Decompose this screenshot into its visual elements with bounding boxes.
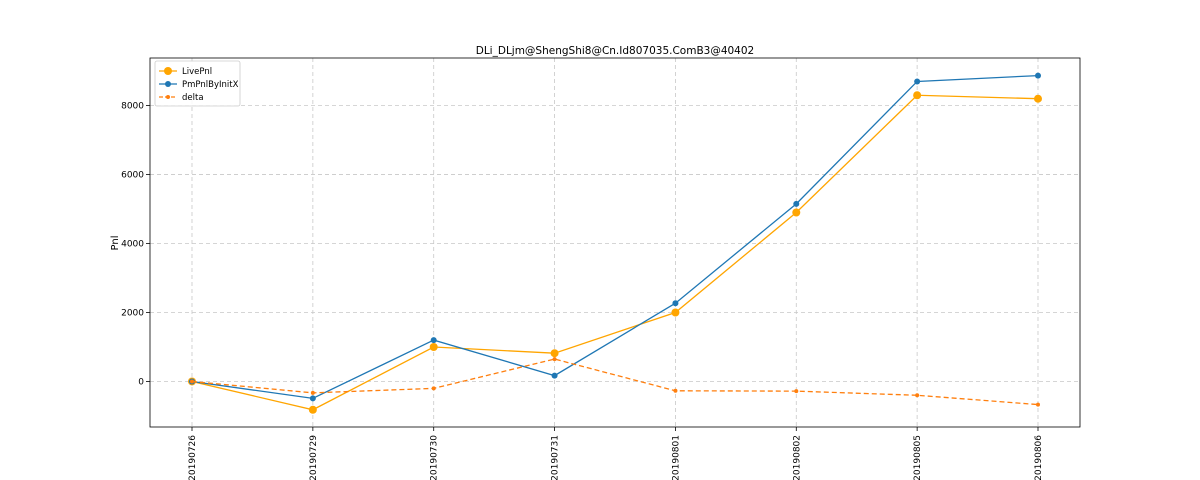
- data-point-pmpnlbyinitx: [672, 300, 679, 307]
- y-tick-label: 0: [138, 377, 144, 387]
- data-point-livepnl: [671, 308, 680, 317]
- data-point-pmpnlbyinitx: [793, 200, 800, 207]
- series-line-delta: [191, 358, 1039, 406]
- legend-label-delta: delta: [182, 93, 204, 103]
- data-point-livepnl: [550, 349, 559, 358]
- y-tick-label: 4000: [121, 240, 144, 250]
- x-tick-label: 20190801: [671, 435, 681, 480]
- data-point-pmpnlbyinitx: [430, 337, 437, 344]
- data-point-pmpnlbyinitx: [1035, 72, 1041, 79]
- data-point-delta: [552, 357, 557, 362]
- legend: LivePnl PmPnlByInitX delta: [154, 60, 241, 107]
- x-tick-label: 20190729: [309, 435, 319, 480]
- x-tick-label: 20190730: [430, 435, 440, 480]
- data-point-delta: [915, 393, 920, 398]
- y-tick-label: 2000: [121, 309, 144, 319]
- x-tick-label: 20190806: [1034, 435, 1044, 480]
- series-line-livepnl: [191, 94, 1039, 411]
- data-point-livepnl: [429, 342, 438, 351]
- y-axis: 0 2000 4000 6000 8000: [121, 102, 150, 387]
- x-tick-label: 20190802: [792, 435, 802, 480]
- legend-label-pmpnlbyinitx: PmPnlByInitX: [182, 80, 239, 90]
- x-axis: 20190726 20190729 20190730 20190731 20190801…: [188, 427, 1044, 480]
- legend-label-livepnl: LivePnl: [182, 67, 212, 77]
- plot-area: [149, 57, 1081, 428]
- legend-marker-pmpnlbyinitx: [165, 81, 171, 87]
- legend-marker-livepnl: [164, 67, 172, 75]
- data-point-pmpnlbyinitx: [309, 395, 316, 402]
- data-point-livepnl: [913, 91, 922, 100]
- data-point-pmpnlbyinitx: [914, 78, 921, 85]
- grid: [150, 58, 1080, 427]
- data-point-pmpnlbyinitx: [551, 372, 558, 379]
- data-point-livepnl: [792, 208, 801, 217]
- data-point-delta: [190, 379, 194, 384]
- data-point-delta: [1036, 402, 1040, 407]
- data-point-delta: [673, 388, 678, 393]
- data-point-delta: [310, 390, 315, 395]
- series-line-pmpnlbyinitx: [191, 74, 1039, 400]
- data-point-delta: [794, 389, 799, 394]
- x-tick-label: 20190805: [913, 435, 923, 480]
- legend-marker-delta: [166, 95, 170, 99]
- chart-title: DLi_DLjm@ShengShi8@Cn.Id807035.ComB3@404…: [476, 45, 754, 57]
- x-tick-label: 20190731: [551, 435, 561, 480]
- legend-box: [154, 60, 241, 107]
- data-point-livepnl: [1034, 94, 1042, 103]
- y-tick-label: 8000: [121, 102, 144, 112]
- y-axis-title: Pnl: [110, 236, 121, 251]
- y-tick-label: 6000: [121, 171, 144, 181]
- x-tick-label: 20190726: [188, 435, 198, 480]
- data-point-delta: [431, 386, 436, 391]
- series-layer: [188, 72, 1042, 414]
- data-point-livepnl: [308, 405, 317, 414]
